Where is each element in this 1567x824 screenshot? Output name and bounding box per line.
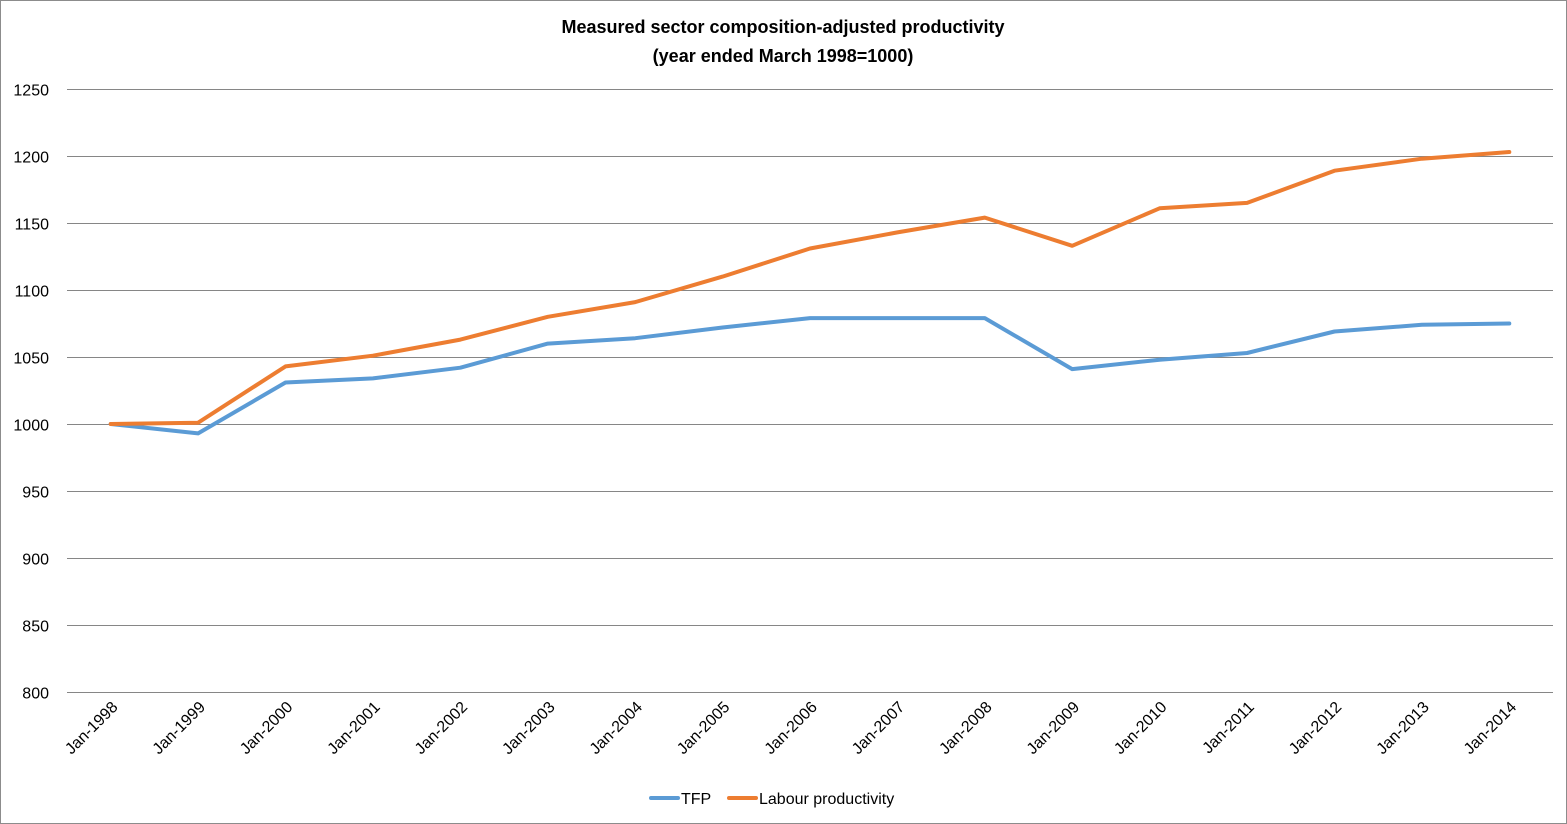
x-tick-label: Jan-2003 — [499, 699, 558, 758]
y-tick-label: 1250 — [13, 83, 49, 100]
x-tick-label: Jan-2006 — [762, 699, 821, 758]
y-tick-label: 850 — [22, 619, 49, 636]
x-tick-label: Jan-2010 — [1111, 699, 1170, 758]
x-tick-label: Jan-2011 — [1200, 699, 1258, 757]
series-line-tfp — [108, 316, 1512, 436]
legend-label: TFP — [681, 791, 711, 808]
series-lines — [108, 150, 1512, 436]
y-tick-label: 900 — [22, 552, 49, 569]
legend-item: TFP — [649, 791, 711, 808]
x-tick-label: Jan-2014 — [1461, 699, 1520, 758]
x-tick-label: Jan-2007 — [849, 699, 908, 758]
x-tick-label: Jan-1999 — [150, 699, 209, 758]
y-axis: 800 850 900 950 1000 1050 1100 1150 1200 1250 — [13, 83, 49, 703]
y-tick-label: 1050 — [13, 351, 49, 368]
x-tick-label: Jan-2012 — [1286, 699, 1345, 758]
x-tick-label: Jan-2000 — [237, 699, 296, 758]
y-tick-label: 1000 — [13, 418, 49, 435]
x-tick-label: Jan-2001 — [325, 699, 384, 758]
x-tick-label: Jan-2002 — [412, 699, 471, 758]
x-tick-label: Jan-2009 — [1024, 699, 1083, 758]
gridlines — [67, 89, 1553, 693]
legend-label: Labour productivity — [759, 791, 894, 808]
legend-item: Labour productivity — [727, 791, 894, 808]
x-tick-label: Jan-2005 — [674, 699, 733, 758]
legend: TFP Labour productivity — [649, 791, 894, 808]
x-tick-label: Jan-1998 — [62, 699, 121, 758]
chart-subtitle: (year ended March 1998=1000) — [653, 46, 914, 66]
x-tick-label: Jan-2013 — [1374, 699, 1433, 758]
y-tick-label: 800 — [22, 686, 49, 703]
x-axis: Jan-1998 Jan-1999 Jan-2000 Jan-2001 Jan-2002… — [62, 699, 1520, 758]
x-tick-label: Jan-2008 — [936, 699, 995, 758]
chart-title: Measured sector composition-adjusted pro… — [561, 17, 1004, 37]
y-tick-label: 1200 — [13, 150, 49, 167]
y-tick-label: 950 — [22, 485, 49, 502]
x-tick-label: Jan-2004 — [587, 699, 646, 758]
y-tick-label: 1100 — [15, 284, 50, 301]
series-line-labour-productivity — [108, 150, 1512, 426]
y-tick-label: 1150 — [15, 217, 50, 234]
